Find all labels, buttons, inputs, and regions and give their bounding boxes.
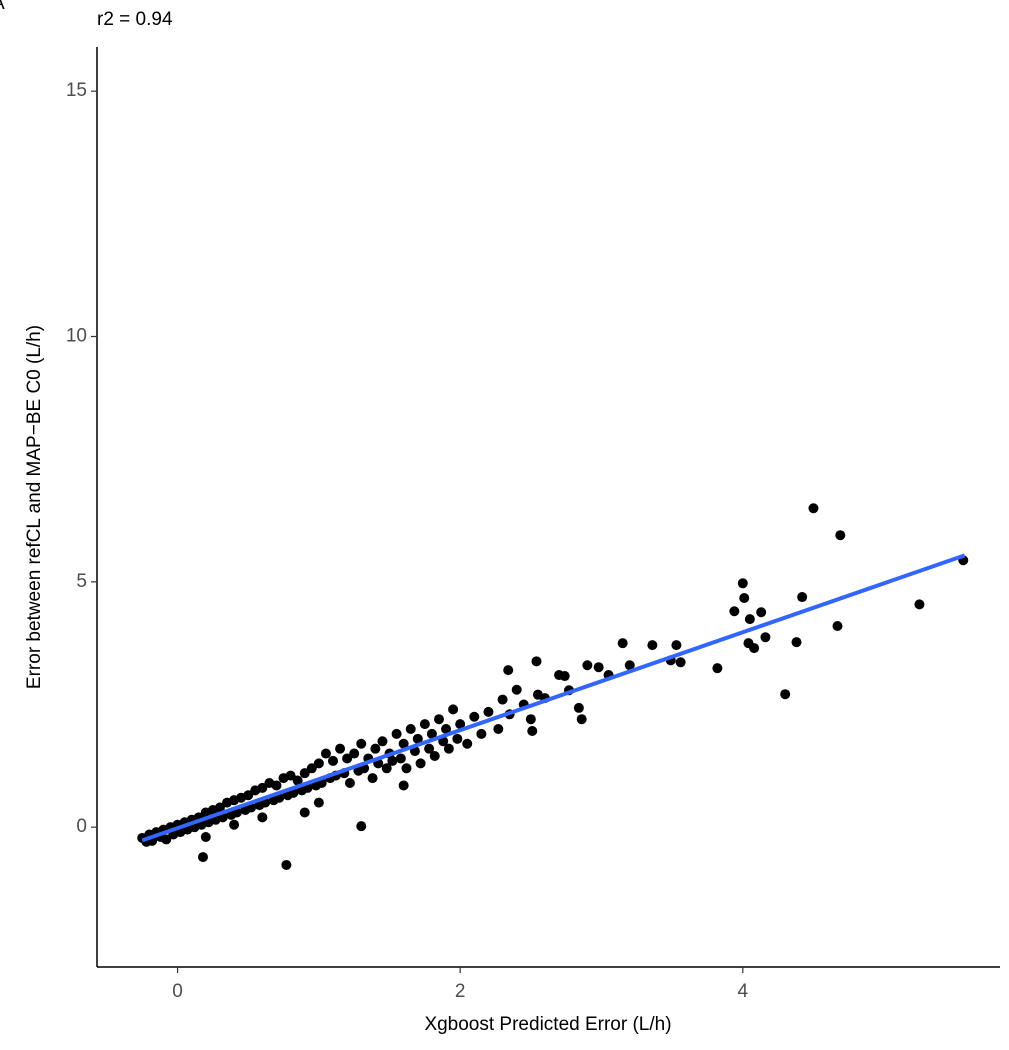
point: [398, 780, 409, 791]
point: [675, 657, 686, 668]
point: [398, 738, 409, 749]
point: [455, 719, 466, 730]
point: [415, 758, 426, 769]
point: [531, 656, 542, 667]
point: [441, 724, 452, 735]
point: [395, 753, 406, 764]
x-tick-label: 2: [455, 981, 466, 1002]
point: [367, 773, 378, 784]
point: [511, 684, 522, 695]
x-tick-label: 0: [172, 981, 183, 1002]
point: [756, 607, 767, 618]
y-axis-label: Error between refCL and MAP−BE C0 (L/h): [24, 325, 45, 689]
x-tick-label: 4: [738, 981, 749, 1002]
point: [760, 632, 771, 643]
point: [257, 812, 268, 823]
point: [559, 671, 570, 682]
point: [313, 797, 324, 808]
point: [335, 743, 346, 754]
point: [617, 638, 628, 649]
point: [737, 578, 748, 589]
point: [791, 637, 802, 648]
chart-title: r2 = 0.94: [97, 9, 173, 30]
point: [429, 751, 440, 762]
point: [671, 640, 682, 651]
point: [503, 665, 514, 676]
point: [292, 775, 303, 786]
y-tick-label: 0: [76, 816, 87, 837]
point: [483, 706, 494, 717]
y-tick-label: 5: [76, 571, 87, 592]
point: [281, 859, 292, 870]
point: [493, 724, 504, 735]
point: [452, 733, 463, 744]
point: [476, 728, 487, 739]
panel-tag: A: [0, 0, 5, 14]
point: [749, 643, 760, 654]
point: [257, 782, 268, 793]
point: [573, 702, 584, 713]
fit-line: [141, 553, 966, 843]
point: [349, 748, 360, 759]
point: [744, 614, 755, 625]
point: [356, 821, 367, 832]
point: [497, 694, 508, 705]
point: [443, 743, 454, 754]
point: [780, 689, 791, 700]
point: [356, 738, 367, 749]
point: [469, 711, 480, 722]
point: [306, 763, 317, 774]
point: [229, 819, 240, 830]
point: [344, 778, 355, 788]
point: [419, 719, 430, 730]
point: [387, 755, 398, 766]
point: [299, 768, 310, 779]
point: [412, 733, 423, 744]
point: [342, 753, 353, 764]
point: [527, 725, 538, 736]
y-tick-label: 10: [66, 326, 87, 347]
point: [525, 714, 536, 725]
point: [593, 662, 604, 673]
point: [401, 763, 412, 774]
point: [327, 755, 338, 766]
point: [808, 503, 819, 514]
point: [243, 790, 254, 801]
point: [370, 743, 381, 754]
point: [271, 780, 282, 791]
point: [405, 724, 416, 735]
point: [377, 736, 388, 747]
point: [576, 714, 587, 725]
point: [426, 728, 437, 739]
point: [835, 530, 846, 541]
point: [381, 763, 392, 774]
point: [712, 663, 723, 674]
point: [624, 660, 635, 671]
point: [914, 599, 925, 610]
point: [462, 738, 473, 749]
point: [391, 728, 402, 739]
point: [739, 593, 750, 604]
y-tick-label: 15: [66, 80, 87, 101]
point: [729, 606, 740, 617]
point: [797, 592, 808, 603]
point: [161, 834, 172, 845]
point: [214, 802, 225, 813]
point: [299, 807, 310, 818]
point: [313, 758, 324, 769]
point: [832, 620, 843, 631]
point: [197, 852, 208, 863]
point: [320, 748, 331, 759]
point: [285, 770, 296, 781]
x-axis-label: Xgboost Predicted Error (L/h): [424, 1014, 671, 1035]
point: [582, 660, 593, 671]
point: [647, 640, 658, 651]
point: [200, 831, 211, 842]
point: [448, 704, 459, 715]
point: [424, 743, 435, 754]
point: [433, 714, 444, 725]
